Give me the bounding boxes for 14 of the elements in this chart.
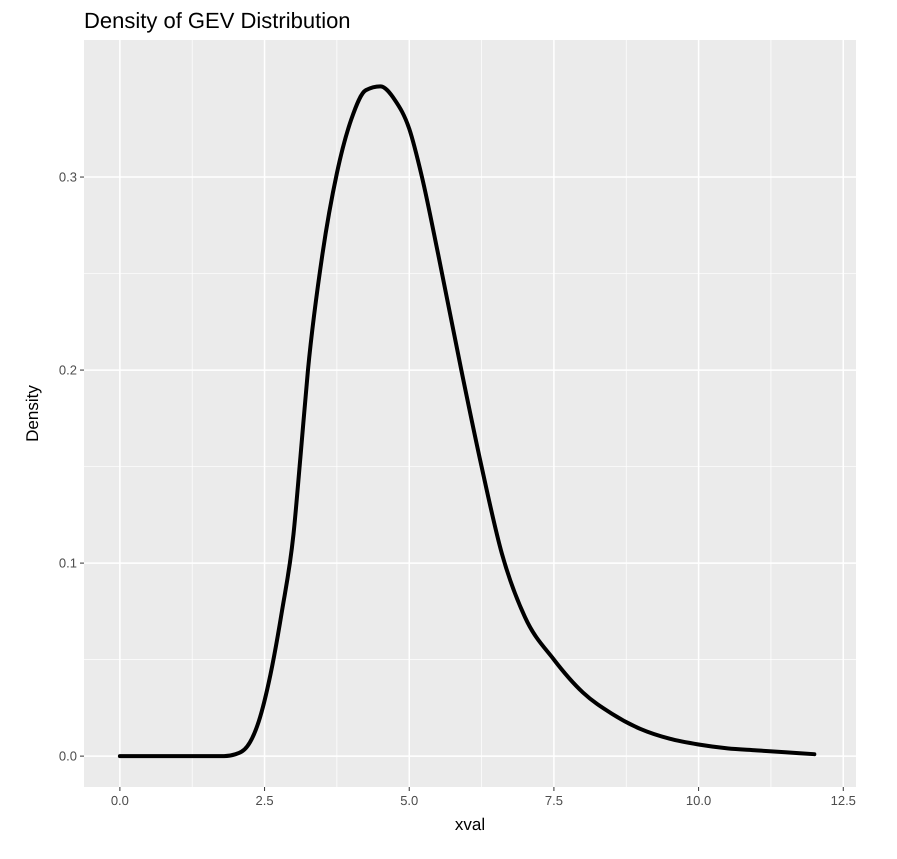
x-tick-label: 12.5: [830, 793, 856, 808]
y-tick-label: 0.1: [58, 556, 77, 571]
x-axis-title: xval: [454, 815, 486, 834]
y-tick-label: 0.2: [58, 362, 77, 378]
y-axis-title: Density: [23, 384, 42, 442]
y-tick-label: 0.0: [58, 748, 77, 764]
chart-title: Density of GEV Distribution: [84, 8, 351, 33]
line-series: [118, 84, 816, 758]
x-tick-label: 5.0: [400, 793, 418, 808]
x-tick-label: 7.5: [544, 793, 563, 808]
x-tick-label: 0.0: [110, 793, 129, 808]
y-tick-label: 0.3: [58, 170, 77, 185]
x-tick-label: 2.5: [256, 793, 274, 808]
x-tick-label: 10.0: [686, 793, 712, 808]
